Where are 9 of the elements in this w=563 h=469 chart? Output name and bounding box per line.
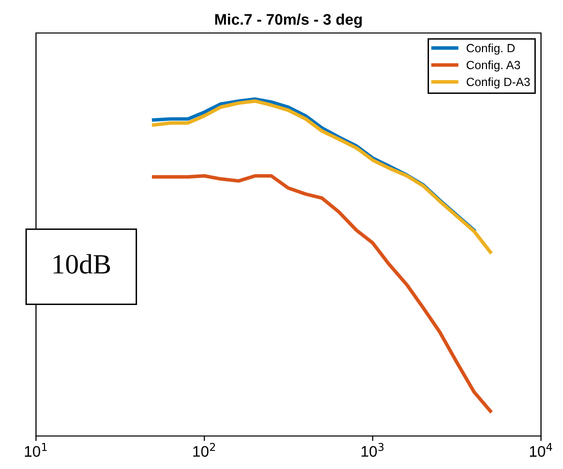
x-tick-label: 10$^{4}$ bbox=[530, 443, 552, 457]
annotation: 10dB bbox=[54, 254, 110, 274]
x-tick-label: 10$^{3}$ bbox=[362, 442, 384, 457]
legend-label: Config D-A3 bbox=[466, 77, 530, 88]
legend-label: Config. A3 bbox=[466, 60, 520, 72]
x-tick-label: 10$^{2}$ bbox=[193, 442, 215, 457]
x-tick-label: 10$^{1}$ bbox=[24, 443, 47, 457]
legend-label: Config. D bbox=[466, 44, 515, 55]
chart-title: Mic.7 - 70m/s - 3 deg bbox=[215, 14, 362, 28]
